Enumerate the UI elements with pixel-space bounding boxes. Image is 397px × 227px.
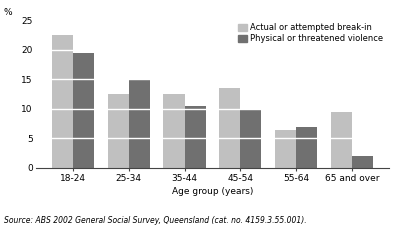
- Bar: [219, 88, 240, 168]
- X-axis label: Age group (years): Age group (years): [172, 187, 253, 196]
- Text: Source: ABS 2002 General Social Survey, Queensland (cat. no. 4159.3.55.001).: Source: ABS 2002 General Social Survey, …: [4, 216, 306, 225]
- Bar: [352, 156, 373, 168]
- Bar: [163, 94, 185, 168]
- Bar: [129, 79, 150, 168]
- Text: %: %: [4, 8, 13, 17]
- Bar: [275, 130, 296, 168]
- Bar: [73, 53, 94, 168]
- Bar: [331, 112, 352, 168]
- Bar: [108, 94, 129, 168]
- Bar: [296, 127, 317, 168]
- Bar: [52, 35, 73, 168]
- Legend: Actual or attempted break-in, Physical or threatened violence: Actual or attempted break-in, Physical o…: [237, 22, 385, 45]
- Bar: [185, 106, 206, 168]
- Bar: [240, 109, 262, 168]
